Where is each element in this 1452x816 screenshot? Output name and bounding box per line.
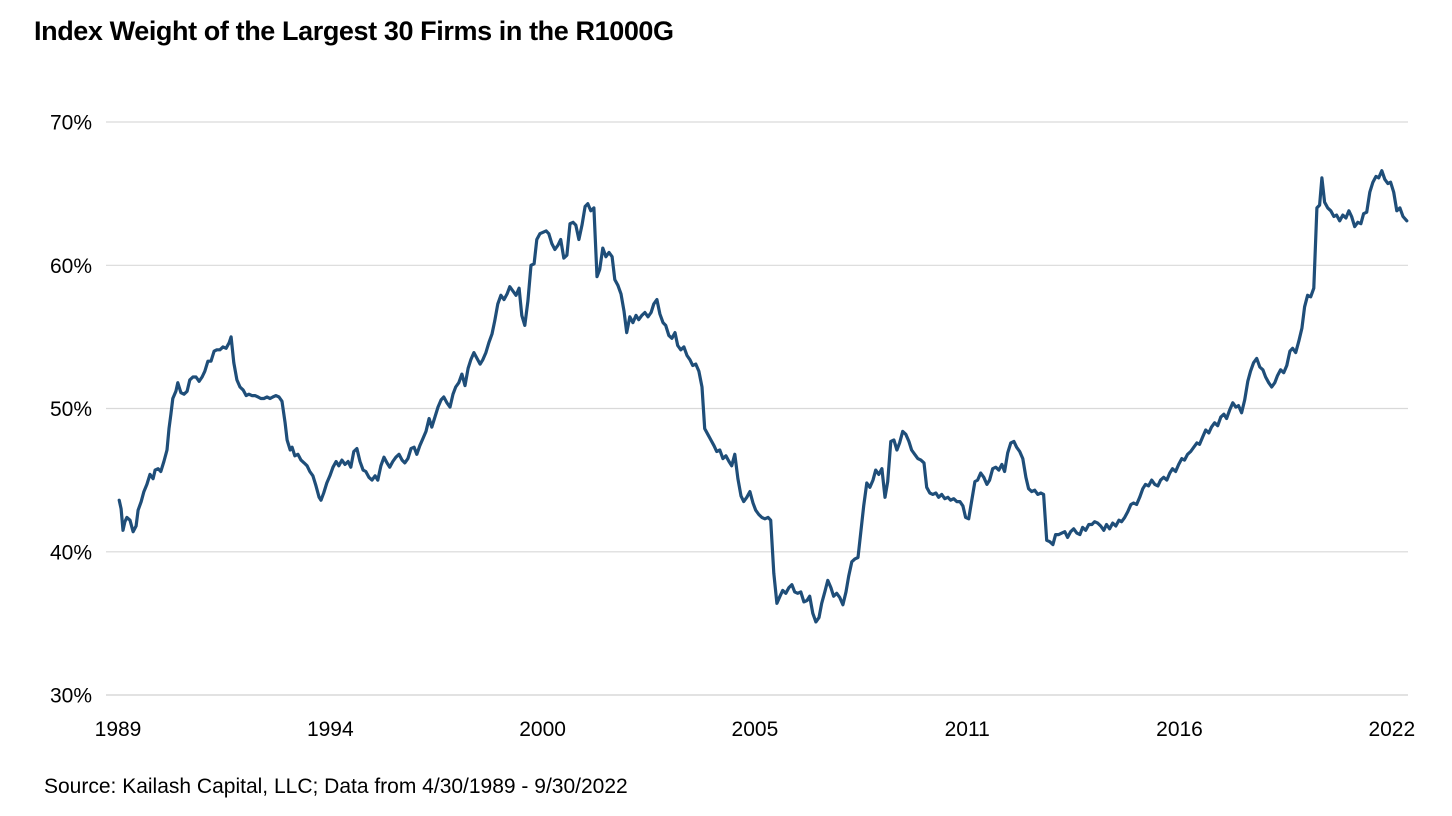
y-axis-tick-label: 40% (50, 541, 92, 564)
x-axis-tick-label: 2005 (732, 718, 779, 741)
x-axis-tick-label: 1994 (307, 718, 354, 741)
x-axis-tick-label: 2016 (1156, 718, 1203, 741)
x-axis-tick-label: 1989 (95, 718, 142, 741)
y-axis-tick-label: 70% (50, 112, 92, 135)
index-weight-line (117, 169, 1409, 624)
x-axis-tick-label: 2000 (519, 718, 566, 741)
gridlines (106, 121, 1408, 696)
y-axis-tick-label: 50% (50, 398, 92, 421)
series-group (117, 169, 1409, 624)
x-axis-tick-label: 2022 (1368, 718, 1415, 741)
x-axis-tick-label: 2011 (945, 718, 990, 741)
chart-title: Index Weight of the Largest 30 Firms in … (34, 16, 674, 46)
y-axis-tick-label: 30% (50, 685, 92, 708)
x-axis: 1989 1994 2000 2005 2011 2016 2022 (95, 718, 1416, 741)
y-axis-tick-label: 60% (50, 255, 92, 278)
y-axis: 70% 60% 50% 40% 30% (50, 112, 92, 708)
source-note: Source: Kailash Capital, LLC; Data from … (44, 775, 628, 798)
